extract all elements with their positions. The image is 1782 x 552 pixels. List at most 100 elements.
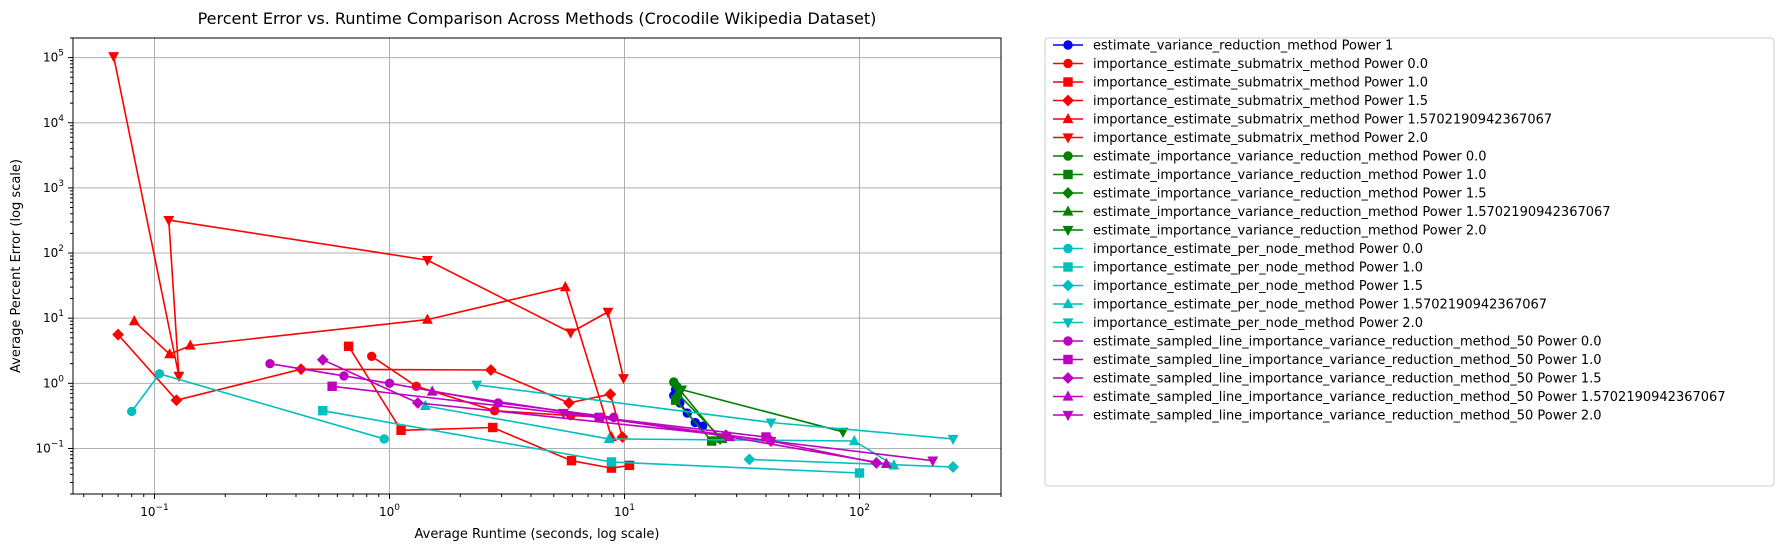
legend-label: estimate_sampled_line_importance_varianc… [1093, 409, 1602, 424]
legend: estimate_variance_reduction_method Power… [1044, 37, 1775, 487]
legend-entry: estimate_variance_reduction_method Power… [1053, 39, 1393, 54]
legend-entry: estimate_sampled_line_importance_varianc… [1053, 409, 1602, 424]
series-line [112, 56, 625, 379]
data-point [604, 388, 617, 401]
legend-label: importance_estimate_per_node_method Powe… [1093, 242, 1423, 257]
legend-entry: importance_estimate_per_node_method Powe… [1053, 316, 1423, 331]
legend-marker [1062, 225, 1074, 237]
data-point [170, 394, 183, 407]
legend-marker [1063, 169, 1073, 180]
legend-label: importance_estimate_per_node_method Powe… [1093, 316, 1423, 331]
legend-entry: importance_estimate_submatrix_method Pow… [1053, 131, 1428, 146]
legend-label: estimate_importance_variance_reduction_m… [1093, 168, 1487, 183]
data-point [848, 434, 860, 446]
data-point [128, 315, 140, 326]
legend-label: importance_estimate_submatrix_method Pow… [1093, 57, 1428, 72]
data-point [426, 385, 438, 396]
data-point [672, 387, 683, 398]
data-point [173, 371, 185, 382]
chart-title: Percent Error vs. Runtime Comparison Acr… [198, 9, 877, 28]
legend-entry: importance_estimate_per_node_method Powe… [1053, 298, 1547, 313]
series-line [681, 388, 844, 433]
legend-entry: importance_estimate_submatrix_method Pow… [1053, 57, 1428, 72]
legend-entry: importance_estimate_submatrix_method Pow… [1053, 113, 1552, 128]
data-point [127, 406, 137, 417]
data-point [384, 378, 395, 389]
legend-marker [1063, 58, 1073, 69]
legend-label: importance_estimate_submatrix_method Pow… [1093, 76, 1428, 91]
legend-label: importance_estimate_per_node_method Powe… [1093, 279, 1423, 294]
data-point [563, 397, 575, 409]
legend-label: estimate_importance_variance_reduction_m… [1093, 205, 1611, 220]
data-point [927, 456, 939, 467]
legend-label: estimate_sampled_line_importance_varianc… [1093, 353, 1602, 368]
data-point [618, 374, 629, 385]
legend-entry: importance_estimate_per_node_method Powe… [1053, 242, 1423, 257]
series-7 [670, 395, 717, 446]
legend-label: estimate_sampled_line_importance_varianc… [1093, 390, 1726, 405]
data-point [559, 281, 571, 292]
legend-marker [1062, 133, 1074, 144]
legend-marker [1062, 187, 1074, 199]
series-10 [676, 385, 849, 438]
data-point [339, 371, 349, 381]
data-point [421, 313, 433, 324]
data-point [880, 457, 892, 468]
legend-entry: estimate_sampled_line_importance_varianc… [1053, 335, 1602, 350]
data-point [488, 422, 498, 433]
x-tick-label: 101 [614, 503, 635, 519]
data-point [154, 369, 165, 379]
legend-label: importance_estimate_per_node_method Powe… [1093, 261, 1423, 276]
legend-entry: estimate_importance_variance_reduction_m… [1053, 205, 1611, 220]
y-tick-label: 101 [43, 309, 64, 325]
data-point [396, 425, 406, 436]
series-13 [743, 453, 959, 473]
data-point [327, 381, 337, 392]
legend-label: estimate_sampled_line_importance_varianc… [1093, 335, 1602, 350]
legend-label: importance_estimate_submatrix_method Pow… [1093, 94, 1428, 109]
legend-label: estimate_importance_variance_reduction_m… [1093, 224, 1487, 239]
data-point [411, 397, 424, 409]
data-point [624, 460, 635, 471]
legend-label: importance_estimate_submatrix_method Pow… [1093, 131, 1428, 146]
legend-box [1044, 37, 1775, 487]
legend-marker [1062, 205, 1074, 216]
series-15 [471, 380, 959, 446]
legend-marker [1063, 151, 1073, 161]
legend-marker [1062, 297, 1074, 309]
legend-label: estimate_sampled_line_importance_varianc… [1093, 372, 1602, 387]
data-point [163, 216, 175, 227]
legend-label: estimate_importance_variance_reduction_m… [1093, 187, 1487, 202]
data-point [616, 431, 629, 443]
x-tick-label: 10−1 [140, 503, 169, 519]
data-point [484, 364, 497, 376]
series-19 [426, 385, 892, 468]
data-point [108, 52, 120, 63]
data-point [602, 307, 614, 318]
legend-marker [1062, 94, 1074, 107]
series-2 [343, 341, 635, 473]
y-tick-label: 104 [43, 114, 64, 130]
legend-marker [1062, 372, 1074, 384]
legend-marker [1062, 279, 1074, 292]
data-point [112, 328, 125, 341]
data-point [676, 385, 688, 396]
data-point [888, 459, 900, 470]
legend-entry: importance_estimate_submatrix_method Pow… [1053, 94, 1428, 109]
y-tick-label: 10−1 [35, 439, 64, 455]
legend-entry: estimate_sampled_line_importance_varianc… [1053, 353, 1602, 368]
series-4 [128, 281, 617, 442]
data-point [765, 418, 777, 429]
x-tick-label: 100 [379, 503, 400, 519]
y-tick-label: 103 [43, 179, 64, 195]
data-point [765, 436, 777, 448]
legend-entry: estimate_importance_variance_reduction_m… [1053, 168, 1487, 183]
legend-entry: importance_estimate_submatrix_method Pow… [1053, 76, 1428, 91]
legend-marker [1063, 336, 1073, 346]
series-5 [108, 52, 629, 385]
plot-frame [72, 37, 1002, 495]
y-axis-label: Average Percent Error (log scale) [9, 159, 24, 373]
legend-label: estimate_variance_reduction_method Power… [1093, 39, 1393, 54]
series-line [117, 334, 624, 438]
data-point [947, 434, 959, 446]
